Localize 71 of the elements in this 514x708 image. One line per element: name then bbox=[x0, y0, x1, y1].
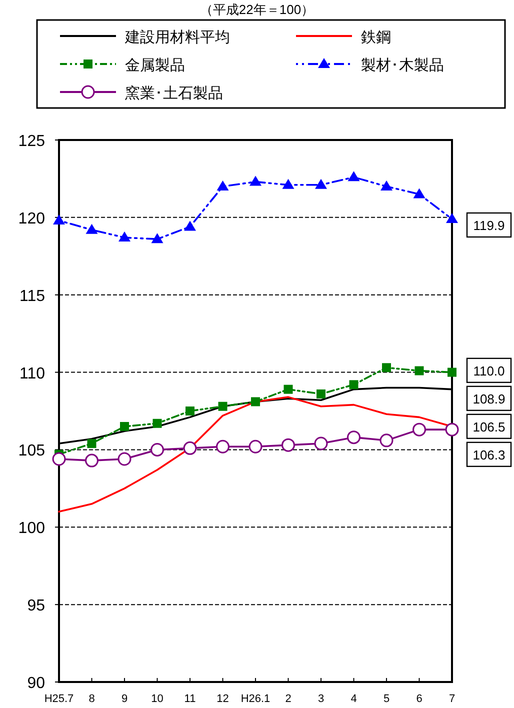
point bbox=[186, 406, 194, 416]
point bbox=[118, 232, 130, 242]
legend-label: 窯業･土石製品 bbox=[125, 85, 223, 102]
point bbox=[118, 452, 132, 466]
point bbox=[412, 422, 426, 436]
y-tick-label: 90 bbox=[27, 675, 46, 692]
point bbox=[284, 384, 293, 394]
data-label: 108.9 bbox=[472, 391, 506, 406]
point bbox=[216, 180, 229, 190]
y-tick-label: 125 bbox=[18, 133, 46, 150]
point bbox=[248, 440, 262, 454]
point bbox=[86, 224, 98, 234]
point bbox=[251, 397, 260, 406]
point bbox=[316, 389, 326, 398]
point bbox=[184, 220, 196, 231]
point bbox=[314, 436, 328, 450]
x-tick-label: 12 bbox=[216, 693, 229, 705]
x-tick-label: H25.7 bbox=[44, 693, 74, 705]
legend-label: 鉄鋼 bbox=[361, 29, 391, 46]
legend-label: 建設用材料平均 bbox=[124, 29, 230, 46]
point bbox=[380, 434, 394, 448]
point bbox=[216, 440, 230, 454]
point bbox=[282, 178, 294, 189]
point bbox=[151, 233, 164, 244]
x-tick-label: 11 bbox=[184, 693, 196, 705]
point bbox=[413, 188, 426, 198]
y-tick-label: 95 bbox=[27, 598, 46, 615]
point bbox=[347, 430, 360, 444]
data-label: 106.3 bbox=[472, 447, 506, 462]
point bbox=[52, 452, 66, 466]
legend-label: 金属製品 bbox=[125, 57, 185, 74]
point bbox=[315, 178, 327, 189]
point bbox=[414, 366, 424, 376]
chart-subtitle: （平成22年＝100） bbox=[200, 2, 314, 17]
x-tick-label: H26.1 bbox=[240, 693, 270, 705]
point bbox=[53, 214, 65, 225]
x-tick-label: 7 bbox=[448, 693, 456, 705]
data-label: 106.5 bbox=[472, 419, 506, 434]
x-tick-label: 3 bbox=[318, 693, 324, 705]
point bbox=[446, 212, 458, 223]
x-tick-label: 9 bbox=[121, 693, 128, 705]
point bbox=[150, 442, 164, 456]
point bbox=[85, 454, 98, 468]
point bbox=[152, 418, 162, 428]
data-label: 110.0 bbox=[473, 363, 505, 378]
point bbox=[380, 180, 392, 190]
x-tick-label: 8 bbox=[88, 693, 95, 705]
point bbox=[87, 439, 96, 448]
y-tick-label: 115 bbox=[19, 288, 46, 305]
x-tick-label: 4 bbox=[350, 693, 357, 705]
data-label: 119.9 bbox=[473, 218, 505, 233]
y-grid: 90 95 100 105 110 115 120 125 bbox=[18, 133, 452, 692]
y-tick-label: 105 bbox=[18, 442, 46, 460]
x-tick-label: 5 bbox=[383, 693, 390, 705]
point bbox=[218, 402, 228, 411]
point bbox=[349, 380, 358, 390]
point bbox=[348, 171, 360, 182]
x-tick-label: 2 bbox=[285, 693, 292, 705]
point bbox=[120, 422, 129, 431]
y-tick-label: 110 bbox=[19, 365, 46, 382]
x-tick-label: 6 bbox=[416, 693, 422, 705]
legend-label: 製材･木製品 bbox=[361, 57, 444, 74]
point bbox=[382, 363, 391, 372]
point bbox=[250, 176, 262, 186]
point bbox=[282, 438, 295, 452]
point bbox=[448, 368, 456, 377]
point bbox=[445, 422, 459, 436]
y-tick-label: 120 bbox=[18, 210, 46, 228]
y-tick-label: 100 bbox=[18, 520, 46, 538]
point bbox=[183, 441, 197, 455]
x-tick-label: 10 bbox=[151, 693, 164, 705]
